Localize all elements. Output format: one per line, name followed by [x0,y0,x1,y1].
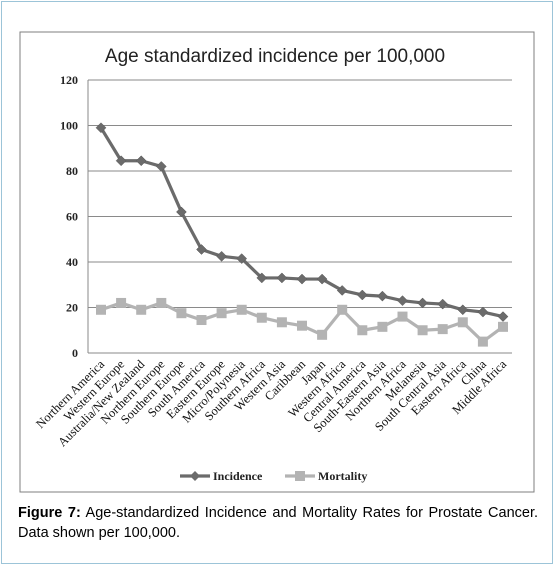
mortality-point [417,325,428,336]
mortality-point [156,297,167,308]
y-axis-ticks: 0 20 40 60 80 100 120 [60,73,78,360]
incidence-point [477,306,489,318]
chart-title: Age standardized incidence per 100,000 [105,46,445,67]
y-tick-label: 20 [66,301,78,315]
incidence-point [497,311,509,322]
incidence-point [176,206,187,218]
legend-label-incidence: Incidence [213,469,263,483]
y-tick-label: 100 [60,119,78,133]
incidence-point [256,272,268,284]
incidence-point [236,253,248,264]
mortality-point [136,304,147,315]
incidence-point [276,272,288,284]
mortality-point [437,324,448,335]
incidence-point [457,304,469,316]
incidence-point [437,298,449,310]
mortality-point [116,297,127,308]
incidence-point [296,273,308,285]
incidence-point [196,244,207,255]
mortality-point [457,317,468,328]
mortality-point [397,311,408,322]
mortality-point [337,304,348,315]
mortality-point [236,304,247,315]
incidence-point [397,295,408,307]
legend: Incidence Mortality [180,469,367,483]
legend-marker-mortality [295,471,305,481]
y-tick-label: 80 [66,164,78,178]
y-tick-label: 40 [66,255,78,269]
mortality-point [498,321,508,332]
figure-caption: Figure 7: Age-standardized Incidence and… [18,503,538,543]
incidence-point [135,155,147,167]
mortality-point [317,329,328,340]
incidence-point [336,285,348,296]
mortality-point [276,317,287,328]
mortality-point [297,320,307,331]
y-tick-label: 120 [60,73,78,87]
mortality-point [176,308,187,319]
incidence-point [316,273,328,285]
incidence-point [356,289,368,301]
incidence-point [115,155,127,167]
caption-text: Age-standardized Incidence and Mortality… [18,505,539,541]
mortality-point [96,304,106,315]
mortality-point [216,308,227,319]
mortality-point [477,336,488,347]
y-tick-label: 0 [72,346,78,360]
series-layer [95,122,509,347]
incidence-point [95,122,107,134]
line-chart: Age standardized incidence per 100,000 0… [19,31,535,493]
incidence-point [417,297,428,309]
mortality-point [256,312,267,323]
mortality-point [196,315,207,326]
legend-label-mortality: Mortality [318,469,367,483]
mortality-point [357,325,368,336]
y-tick-label: 60 [66,210,78,224]
mortality-point [377,321,388,332]
incidence-point [216,250,227,262]
caption-label: Figure 7: [18,505,81,521]
incidence-point [377,290,388,302]
legend-marker-incidence [190,471,200,481]
incidence-point [155,161,167,172]
